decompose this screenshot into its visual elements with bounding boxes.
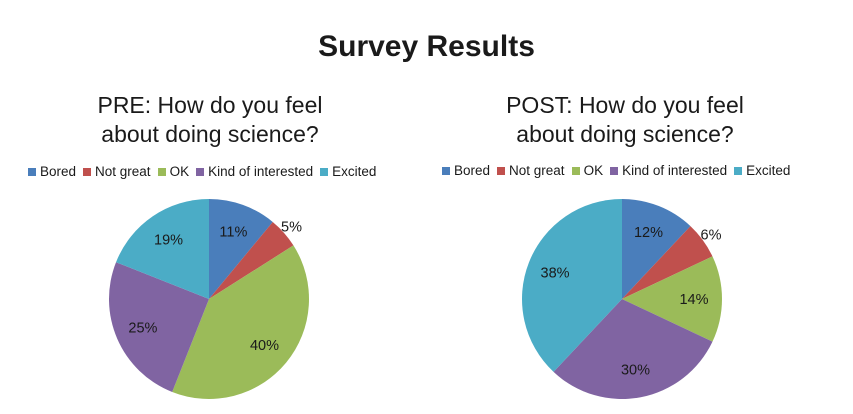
legend-swatch <box>734 166 743 175</box>
post-chart-title: POST: How do you feel about doing scienc… <box>445 91 805 149</box>
legend-item: Kind of interested <box>610 163 727 178</box>
legend-swatch <box>320 167 329 176</box>
data-label: 19% <box>154 232 183 248</box>
pie-slice-excited <box>116 199 209 299</box>
legend-label: Kind of interested <box>622 163 728 178</box>
pie-slice-ok <box>172 245 309 399</box>
legend-swatch <box>83 167 92 176</box>
legend-swatch <box>157 167 166 176</box>
legend-label: OK <box>169 164 190 179</box>
pie-slice-kind-of-interested <box>553 299 713 399</box>
legend-item: Excited <box>320 164 376 179</box>
legend-swatch <box>28 167 36 176</box>
legend-label: Not great <box>95 164 151 179</box>
data-label: 14% <box>679 292 708 308</box>
page-title: Survey Results <box>318 30 535 63</box>
pre-chart-title-line1: PRE: How do you feel <box>97 92 323 118</box>
data-label: 40% <box>250 338 279 354</box>
legend-label: Not great <box>509 163 565 178</box>
legend-item: OK <box>157 164 190 179</box>
legend-swatch <box>196 167 205 176</box>
legend-label: Excited <box>332 164 377 179</box>
pie-slice-ok <box>622 256 723 342</box>
pie-slice-kind-of-interested <box>109 262 209 392</box>
legend-item: Excited <box>734 163 790 178</box>
pie-slice-not-great <box>209 221 294 299</box>
legend-label: Bored <box>40 164 77 179</box>
legend-item: Kind of interested <box>196 164 313 179</box>
legend-item: Not great <box>497 163 565 178</box>
post-legend: Bored Not great OK Kind of interested Ex… <box>442 163 790 178</box>
legend-item: Bored <box>442 163 490 178</box>
post-chart-title-line1: POST: How do you feel <box>506 92 744 118</box>
legend-label: Kind of interested <box>208 164 314 179</box>
data-label: 12% <box>634 225 663 241</box>
pie-slice-bored <box>209 199 273 299</box>
data-label: 30% <box>621 363 650 379</box>
legend-label: Excited <box>746 163 791 178</box>
data-label: 6% <box>701 227 722 243</box>
post-chart-title-line2: about doing science? <box>516 121 734 147</box>
legend-swatch <box>610 166 619 175</box>
pre-legend: Bored Not great OK Kind of interested Ex… <box>28 164 376 179</box>
legend-item: OK <box>571 163 604 178</box>
legend-item: Not great <box>83 164 151 179</box>
pre-chart-title: PRE: How do you feel about doing science… <box>30 91 390 149</box>
pre-chart-title-line2: about doing science? <box>101 121 319 147</box>
legend-swatch <box>497 166 506 175</box>
pie-slice-excited <box>522 199 622 372</box>
legend-swatch <box>571 166 580 175</box>
pie-slice-bored <box>622 199 691 299</box>
pie-slice-not-great <box>622 226 713 299</box>
legend-label: OK <box>583 163 604 178</box>
data-label: 25% <box>128 321 157 337</box>
data-label: 5% <box>281 219 302 235</box>
data-label: 38% <box>541 265 570 281</box>
legend-swatch <box>442 166 450 175</box>
legend-item: Bored <box>28 164 76 179</box>
legend-label: Bored <box>454 163 491 178</box>
data-label: 11% <box>219 224 247 240</box>
